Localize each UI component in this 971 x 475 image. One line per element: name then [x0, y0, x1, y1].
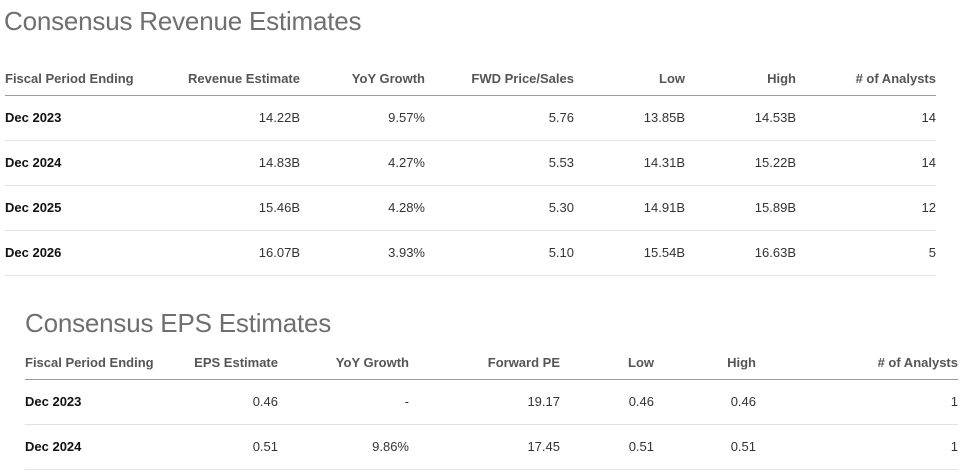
column-header-yoy-growth[interactable]: YoY Growth [300, 62, 425, 96]
low-cell: 14.31B [574, 140, 685, 186]
low-cell: 13.85B [574, 95, 685, 141]
table-header-row: Fiscal Period Ending Revenue Estimate Yo… [5, 62, 936, 96]
forward-pe-cell: 19.17 [409, 379, 560, 425]
high-cell: 15.22B [685, 140, 796, 186]
table-row: Dec 2024 0.51 9.86% 17.45 0.51 0.51 1 [25, 424, 958, 470]
table-row: Dec 2025 15.46B 4.28% 5.30 14.91B 15.89B… [5, 185, 936, 231]
revenue-estimate-cell: 15.46B [165, 185, 300, 231]
num-analysts-cell: 5 [796, 230, 936, 276]
table-row: Dec 2024 14.83B 4.27% 5.53 14.31B 15.22B… [5, 140, 936, 186]
column-header-yoy-growth[interactable]: YoY Growth [278, 347, 409, 380]
revenue-section-title: Consensus Revenue Estimates [4, 6, 362, 36]
column-header-fwd-price-sales[interactable]: FWD Price/Sales [425, 62, 574, 96]
num-analysts-cell: 1 [756, 424, 958, 470]
fiscal-period-cell: Dec 2024 [5, 140, 165, 186]
num-analysts-cell: 14 [796, 140, 936, 186]
column-header-low[interactable]: Low [560, 347, 654, 380]
table-row: Dec 2023 0.46 - 19.17 0.46 0.46 1 [25, 379, 958, 425]
low-cell: 0.46 [560, 379, 654, 425]
column-header-eps-estimate[interactable]: EPS Estimate [180, 347, 278, 380]
column-header-fiscal-period[interactable]: Fiscal Period Ending [5, 62, 165, 96]
num-analysts-cell: 1 [756, 379, 958, 425]
high-cell: 15.89B [685, 185, 796, 231]
column-header-revenue-estimate[interactable]: Revenue Estimate [165, 62, 300, 96]
eps-estimates-table: Fiscal Period Ending EPS Estimate YoY Gr… [25, 347, 958, 470]
column-header-high[interactable]: High [685, 62, 796, 96]
num-analysts-cell: 14 [796, 95, 936, 141]
column-header-num-analysts[interactable]: # of Analysts [796, 62, 936, 96]
high-cell: 16.63B [685, 230, 796, 276]
forward-pe-cell: 17.45 [409, 424, 560, 470]
yoy-growth-cell: 3.93% [300, 230, 425, 276]
column-header-fiscal-period[interactable]: Fiscal Period Ending [25, 347, 180, 380]
low-cell: 14.91B [574, 185, 685, 231]
yoy-growth-cell: 4.27% [300, 140, 425, 186]
num-analysts-cell: 12 [796, 185, 936, 231]
eps-section-title: Consensus EPS Estimates [25, 308, 332, 338]
revenue-estimate-cell: 14.83B [165, 140, 300, 186]
column-header-low[interactable]: Low [574, 62, 685, 96]
fiscal-period-cell: Dec 2026 [5, 230, 165, 276]
high-cell: 0.51 [654, 424, 756, 470]
low-cell: 15.54B [574, 230, 685, 276]
yoy-growth-cell: 4.28% [300, 185, 425, 231]
fwd-price-sales-cell: 5.10 [425, 230, 574, 276]
table-row: Dec 2023 14.22B 9.57% 5.76 13.85B 14.53B… [5, 95, 936, 141]
eps-estimate-cell: 0.46 [180, 379, 278, 425]
eps-estimate-cell: 0.51 [180, 424, 278, 470]
fiscal-period-cell: Dec 2024 [25, 424, 180, 470]
column-header-num-analysts[interactable]: # of Analysts [756, 347, 958, 380]
low-cell: 0.51 [560, 424, 654, 470]
revenue-estimate-cell: 16.07B [165, 230, 300, 276]
revenue-estimate-cell: 14.22B [165, 95, 300, 141]
yoy-growth-cell: 9.57% [300, 95, 425, 141]
table-row: Dec 2026 16.07B 3.93% 5.10 15.54B 16.63B… [5, 230, 936, 276]
high-cell: 0.46 [654, 379, 756, 425]
fwd-price-sales-cell: 5.76 [425, 95, 574, 141]
column-header-high[interactable]: High [654, 347, 756, 380]
column-header-forward-pe[interactable]: Forward PE [409, 347, 560, 380]
fiscal-period-cell: Dec 2023 [5, 95, 165, 141]
table-header-row: Fiscal Period Ending EPS Estimate YoY Gr… [25, 347, 958, 380]
yoy-growth-cell: - [278, 379, 409, 425]
fwd-price-sales-cell: 5.30 [425, 185, 574, 231]
revenue-estimates-table: Fiscal Period Ending Revenue Estimate Yo… [5, 62, 936, 276]
fiscal-period-cell: Dec 2023 [25, 379, 180, 425]
yoy-growth-cell: 9.86% [278, 424, 409, 470]
fiscal-period-cell: Dec 2025 [5, 185, 165, 231]
high-cell: 14.53B [685, 95, 796, 141]
fwd-price-sales-cell: 5.53 [425, 140, 574, 186]
